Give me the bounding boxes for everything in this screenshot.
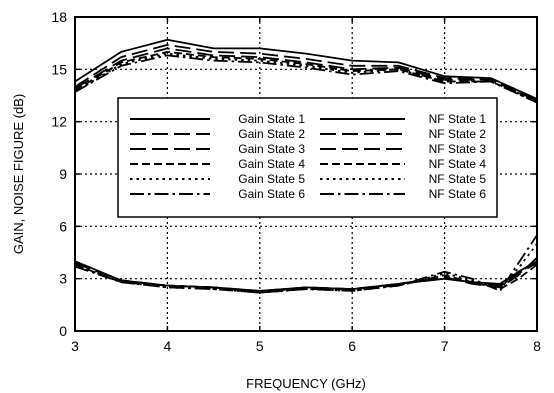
series-line-nf-state-4 xyxy=(74,263,538,294)
x-tick-label: 7 xyxy=(441,338,449,354)
y-tick-label: 6 xyxy=(59,218,67,234)
axis-ticks xyxy=(74,16,538,332)
legend-label: Gain State 2 xyxy=(238,127,305,141)
legend-box xyxy=(117,97,498,218)
series-line-gain-state-3 xyxy=(74,47,538,102)
legend-label: NF State 6 xyxy=(429,187,487,201)
legend-label: Gain State 1 xyxy=(238,112,305,126)
series-line-gain-state-2 xyxy=(74,44,538,100)
series-line-nf-state-3 xyxy=(74,257,538,294)
x-axis-label: FREQUENCY (GHz) xyxy=(246,376,366,391)
x-tick-label: 8 xyxy=(533,338,541,354)
y-axis-label: GAIN, NOISE FIGURE (dB) xyxy=(11,94,26,254)
legend-label: Gain State 4 xyxy=(238,157,305,171)
legend-label: Gain State 6 xyxy=(238,187,305,201)
series-lines xyxy=(74,38,538,294)
x-tick-label: 4 xyxy=(164,338,172,354)
series-line-gain-state-5 xyxy=(74,52,538,104)
y-tick-label: 3 xyxy=(59,271,67,287)
x-tick-label: 6 xyxy=(348,338,356,354)
y-tick-label: 0 xyxy=(59,323,67,339)
series-line-gain-state-1 xyxy=(74,38,538,100)
y-tick-label: 15 xyxy=(51,61,67,77)
legend-label: NF State 2 xyxy=(429,127,487,141)
legend-label: NF State 3 xyxy=(429,142,487,156)
series-line-gain-state-6 xyxy=(74,54,538,104)
legend-label: NF State 4 xyxy=(429,157,487,171)
legend-label: Gain State 5 xyxy=(238,172,305,186)
legend-label: Gain State 3 xyxy=(238,142,305,156)
series-line-nf-state-5 xyxy=(74,243,538,294)
x-tick-label: 5 xyxy=(256,338,264,354)
legend-label: NF State 1 xyxy=(429,112,487,126)
y-tick-label: 12 xyxy=(51,114,67,130)
series-line-nf-state-6 xyxy=(74,234,538,294)
y-tick-label: 9 xyxy=(59,166,67,182)
y-tick-label: 18 xyxy=(51,9,67,25)
series-line-nf-state-1 xyxy=(74,260,538,292)
x-tick-label: 3 xyxy=(71,338,79,354)
legend-label: NF State 5 xyxy=(429,172,487,186)
